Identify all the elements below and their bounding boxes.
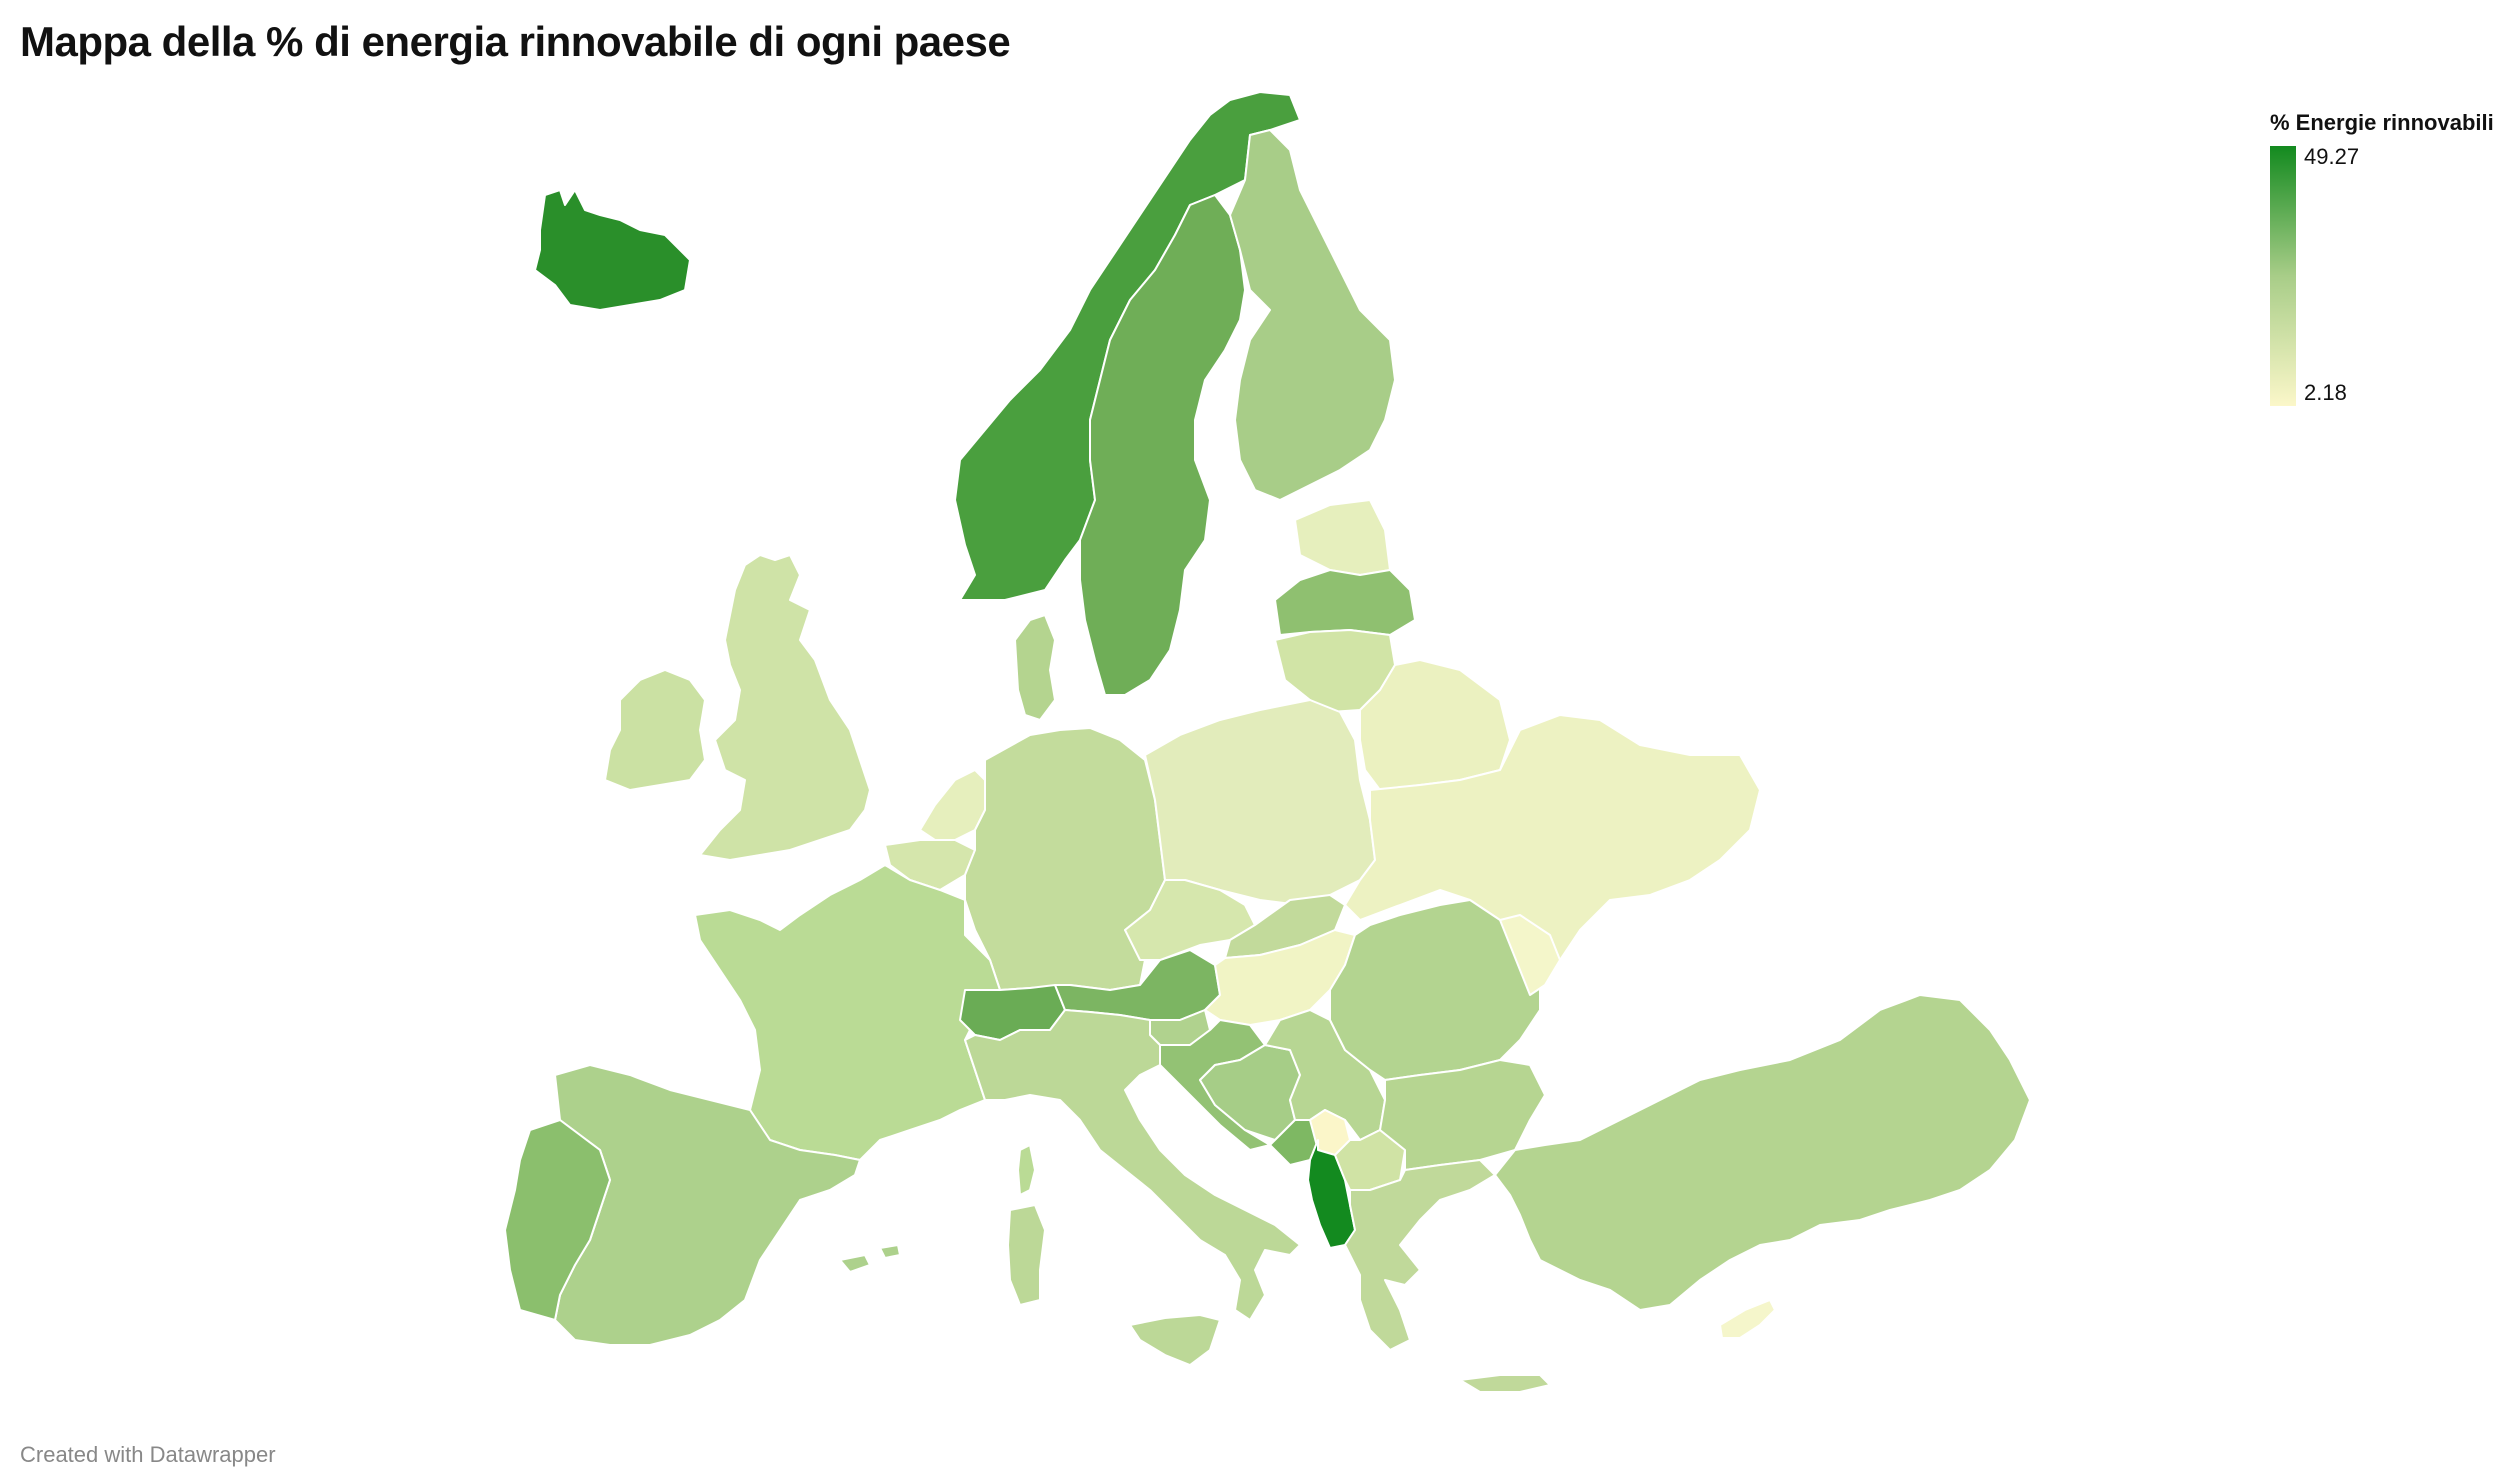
- legend-title: % Energie rinnovabili: [2270, 110, 2494, 135]
- country-italy[interactable]: [964, 1009, 1301, 1321]
- country-north-macedonia[interactable]: [1334, 1129, 1406, 1191]
- country-belarus[interactable]: [1359, 659, 1511, 791]
- country-ireland[interactable]: [604, 669, 706, 791]
- region-crete[interactable]: [1459, 1374, 1551, 1393]
- region-corsica[interactable]: [1017, 1144, 1036, 1196]
- country-turkey[interactable]: [1494, 994, 2031, 1311]
- country-moldova[interactable]: [1499, 914, 1561, 996]
- legend-max-label: 49.27: [2304, 144, 2360, 169]
- country-uk[interactable]: [699, 554, 871, 861]
- country-sweden[interactable]: [1079, 194, 1246, 696]
- country-romania[interactable]: [1329, 899, 1541, 1081]
- country-ukraine[interactable]: [1344, 714, 1761, 981]
- country-poland[interactable]: [1144, 699, 1376, 906]
- region-balearic[interactable]: [839, 1254, 871, 1273]
- country-greece[interactable]: [1344, 1159, 1496, 1351]
- region-sardinia[interactable]: [1007, 1204, 1046, 1306]
- country-estonia[interactable]: [1294, 499, 1391, 576]
- footer-credit: Created with Datawrapper: [20, 1442, 276, 1467]
- country-cyprus[interactable]: [1719, 1299, 1776, 1339]
- color-legend: % Energie rinnovabili 49.27 2.18: [2270, 110, 2510, 406]
- legend-color-ramp: [2270, 146, 2296, 406]
- region-balearic-2[interactable]: [879, 1244, 901, 1259]
- country-iceland[interactable]: [534, 189, 691, 311]
- country-denmark[interactable]: [1014, 614, 1056, 721]
- region-sicily[interactable]: [1129, 1314, 1221, 1366]
- country-finland[interactable]: [1229, 129, 1396, 501]
- country-czechia[interactable]: [1124, 879, 1256, 961]
- country-portugal[interactable]: [504, 1119, 611, 1321]
- legend-min-label: 2.18: [2304, 380, 2347, 405]
- map-title: Mappa della % di energia rinnovabile di …: [20, 18, 1011, 65]
- country-latvia[interactable]: [1274, 569, 1416, 636]
